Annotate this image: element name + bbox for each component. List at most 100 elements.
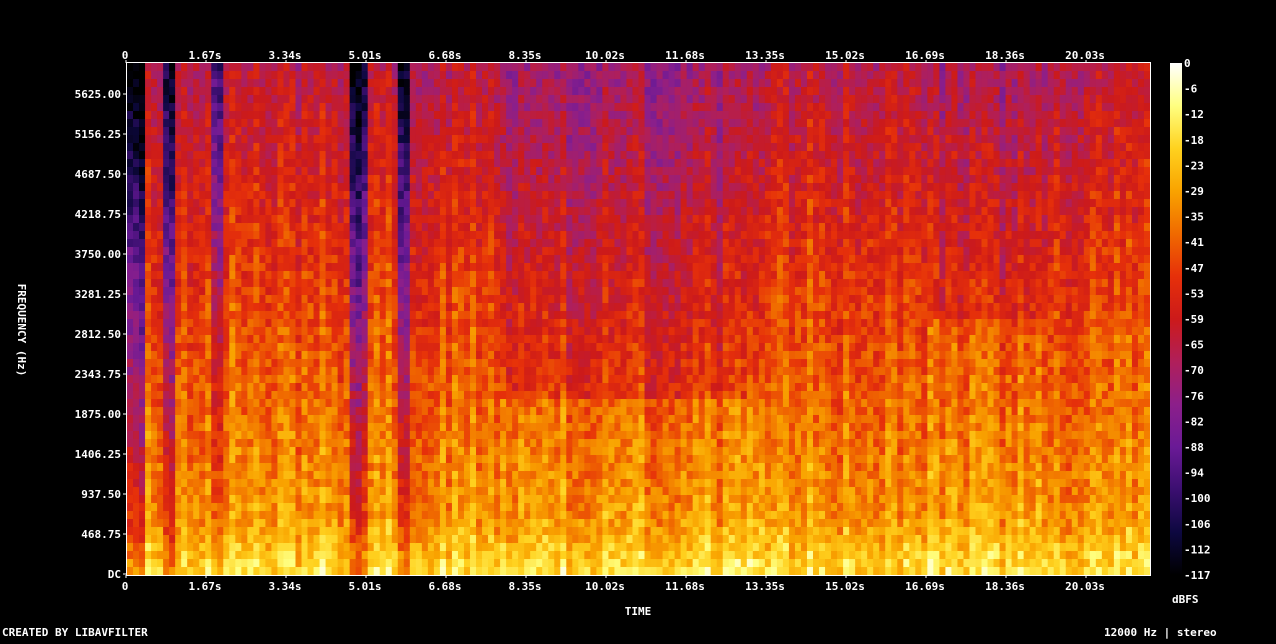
spectrogram-cell bbox=[145, 519, 152, 528]
spectrogram-cell bbox=[590, 471, 597, 480]
spectrogram-cell bbox=[518, 519, 525, 528]
spectrogram-cell bbox=[217, 455, 224, 464]
spectrogram-cell bbox=[560, 375, 567, 384]
spectrogram-cell bbox=[337, 343, 345, 352]
spectrogram-cell bbox=[439, 263, 447, 272]
spectrogram-cell bbox=[403, 303, 411, 312]
spectrogram-cell bbox=[476, 479, 483, 488]
spectrogram-cell bbox=[482, 303, 489, 312]
spectrogram-cell bbox=[409, 223, 417, 232]
spectrogram-cell bbox=[205, 463, 212, 472]
spectrogram-cell bbox=[205, 287, 212, 296]
spectrogram-cell bbox=[409, 103, 417, 112]
spectrogram-cell bbox=[506, 215, 513, 224]
spectrogram-cell bbox=[457, 391, 465, 400]
spectrogram-cell bbox=[355, 439, 363, 448]
spectrogram-cell bbox=[193, 271, 200, 280]
spectrogram-cell bbox=[187, 159, 194, 168]
spectrogram-cell bbox=[530, 487, 537, 496]
spectrogram-cell bbox=[500, 255, 507, 264]
spectrogram-cell bbox=[253, 327, 260, 336]
spectrogram-cell bbox=[518, 287, 525, 296]
spectrogram-cell bbox=[331, 199, 339, 208]
spectrogram-cell bbox=[584, 471, 591, 480]
spectrogram-cell bbox=[385, 183, 393, 192]
spectrogram-cell bbox=[217, 567, 224, 576]
spectrogram-cell bbox=[482, 279, 489, 288]
spectrogram-cell bbox=[307, 215, 315, 224]
spectrogram-cell bbox=[283, 383, 291, 392]
spectrogram-cell bbox=[133, 151, 140, 160]
spectrogram-cell bbox=[337, 487, 345, 496]
spectrogram-cell bbox=[482, 319, 489, 328]
spectrogram-cell bbox=[253, 215, 260, 224]
spectrogram-cell bbox=[355, 487, 363, 496]
spectrogram-cell bbox=[283, 375, 291, 384]
spectrogram-cell bbox=[451, 279, 459, 288]
spectrogram-cell bbox=[397, 151, 405, 160]
spectrogram-cell bbox=[433, 63, 441, 72]
spectrogram-cell bbox=[488, 263, 495, 272]
spectrogram-cell bbox=[289, 359, 297, 368]
spectrogram-cell bbox=[367, 335, 375, 344]
spectrogram-cell bbox=[409, 439, 417, 448]
spectrogram-cell bbox=[127, 351, 134, 360]
spectrogram-cell bbox=[482, 255, 489, 264]
spectrogram-cell bbox=[253, 127, 260, 136]
spectrogram-cell bbox=[313, 351, 321, 360]
spectrogram-cell bbox=[283, 431, 291, 440]
spectrogram-cell bbox=[373, 87, 381, 96]
spectrogram-cell bbox=[379, 63, 387, 72]
spectrogram-cell bbox=[199, 559, 206, 568]
spectrogram-cell bbox=[518, 191, 525, 200]
spectrogram-cell bbox=[482, 247, 489, 256]
spectrogram-cell bbox=[199, 407, 206, 416]
spectrogram-cell bbox=[373, 343, 381, 352]
spectrogram-cell bbox=[193, 527, 200, 536]
spectrogram-cell bbox=[259, 551, 267, 560]
spectrogram-cell bbox=[433, 423, 441, 432]
spectrogram-cell bbox=[223, 191, 230, 200]
spectrogram-cell bbox=[283, 351, 291, 360]
spectrogram-cell bbox=[181, 383, 188, 392]
spectrogram-cell bbox=[295, 311, 303, 320]
spectrogram-cell bbox=[530, 319, 537, 328]
spectrogram-cell bbox=[193, 335, 200, 344]
spectrogram-cell bbox=[193, 495, 200, 504]
spectrogram-cell bbox=[572, 351, 579, 360]
spectrogram-cell bbox=[433, 391, 441, 400]
spectrogram-cell bbox=[421, 351, 429, 360]
spectrogram-cell bbox=[187, 63, 194, 72]
spectrogram-cell bbox=[433, 175, 441, 184]
spectrogram-cell bbox=[457, 191, 465, 200]
spectrogram-cell bbox=[211, 455, 218, 464]
spectrogram-cell bbox=[187, 311, 194, 320]
spectrogram-cell bbox=[241, 135, 248, 144]
spectrogram-cell bbox=[476, 199, 483, 208]
spectrogram-cell bbox=[259, 263, 267, 272]
spectrogram-cell bbox=[187, 511, 194, 520]
spectrogram-cell bbox=[211, 495, 218, 504]
spectrogram-cell bbox=[187, 503, 194, 512]
spectrogram-cell bbox=[283, 79, 291, 88]
spectrogram-cell bbox=[265, 423, 273, 432]
spectrogram-cell bbox=[379, 335, 387, 344]
spectrogram-cell bbox=[470, 183, 477, 192]
spectrogram-cell bbox=[421, 543, 429, 552]
spectrogram-cell bbox=[536, 375, 543, 384]
spectrogram-cell bbox=[331, 399, 339, 408]
spectrogram-cell bbox=[391, 247, 399, 256]
spectrogram-cell bbox=[403, 199, 411, 208]
spectrogram-cell bbox=[518, 111, 525, 120]
spectrogram-cell bbox=[566, 223, 573, 232]
spectrogram-cell bbox=[151, 191, 158, 200]
spectrogram-cell bbox=[578, 495, 585, 504]
spectrogram-cell bbox=[259, 191, 267, 200]
spectrogram-cell bbox=[295, 167, 303, 176]
spectrogram-cell bbox=[427, 183, 435, 192]
spectrogram-cell bbox=[433, 551, 441, 560]
spectrogram-cell bbox=[199, 351, 206, 360]
spectrogram-cell bbox=[476, 527, 483, 536]
spectrogram-cell bbox=[223, 423, 230, 432]
spectrogram-cell bbox=[373, 103, 381, 112]
